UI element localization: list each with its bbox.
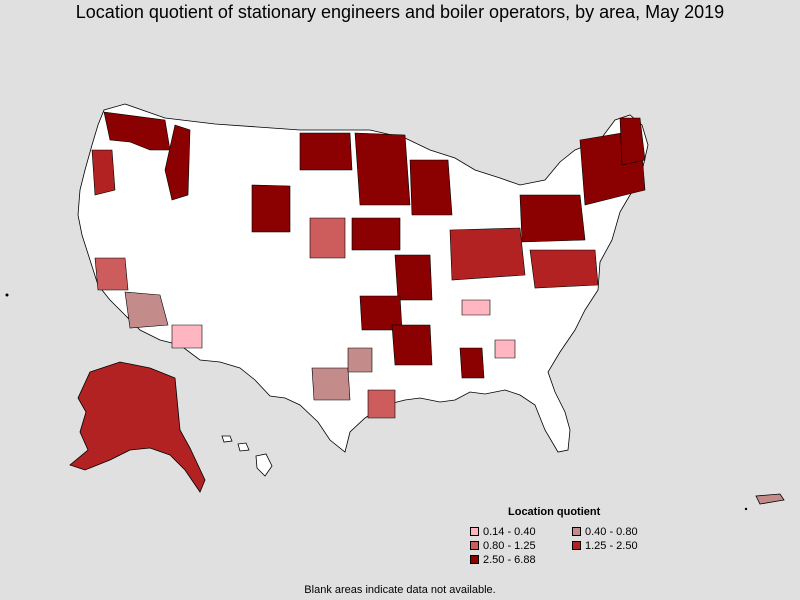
legend-title: Location quotient (508, 506, 601, 518)
region-iowa (351, 217, 401, 251)
legend-swatch (470, 541, 479, 550)
legend-label: 2.50 - 6.88 (483, 553, 536, 566)
region-mississippi (391, 324, 433, 366)
region-texas-gulf (367, 389, 396, 419)
legend-swatch (572, 541, 581, 550)
contiguous-us (77, 103, 649, 453)
footnote: Blank areas indicate data not available. (304, 584, 496, 596)
region-washington (103, 111, 171, 151)
island-dot (744, 507, 748, 511)
legend-label: 0.40 - 0.80 (585, 525, 638, 538)
region-alabama (459, 347, 485, 379)
legend-item: 1.25 - 2.50 (572, 539, 672, 552)
region-california (94, 257, 129, 291)
legend-swatch (470, 527, 479, 536)
region-south-arizona (171, 324, 203, 349)
legend-label: 1.25 - 2.50 (585, 539, 638, 552)
map-land (69, 103, 785, 505)
legend-item: 0.14 - 0.40 (470, 525, 572, 538)
alaska (69, 361, 206, 493)
hawaii (221, 435, 273, 477)
region-wyoming (251, 184, 291, 233)
puerto-rico (755, 493, 785, 505)
region-oregon-coast (91, 149, 116, 196)
legend: Location quotient 0.14 - 0.40 0.40 - 0.8… (470, 506, 670, 566)
region-ohio-valley (449, 227, 526, 281)
legend-item: 0.40 - 0.80 (572, 525, 672, 538)
legend-item: 0.80 - 1.25 (470, 539, 572, 552)
region-fills (91, 111, 646, 419)
legend-label: 0.80 - 1.25 (483, 539, 536, 552)
region-pennsylvania (519, 194, 586, 243)
region-minnesota (354, 132, 411, 206)
legend-label: 0.14 - 0.40 (483, 525, 536, 538)
map-title: Location quotient of stationary engineer… (75, 2, 725, 22)
legend-swatch (470, 555, 479, 564)
island-dot (5, 293, 9, 297)
region-texas (311, 367, 351, 401)
legend-item: 2.50 - 6.88 (470, 553, 572, 566)
region-louisiana (347, 347, 373, 373)
legend-grid: 0.14 - 0.40 0.40 - 0.80 0.80 - 1.25 1.25… (470, 525, 670, 566)
region-georgia (494, 339, 516, 359)
region-north-dakota (299, 132, 353, 171)
region-tennessee (461, 299, 491, 316)
region-idaho (164, 124, 191, 201)
island-markers (5, 293, 748, 511)
legend-swatch (572, 527, 581, 536)
region-kansas (309, 217, 346, 259)
region-virginia (529, 249, 599, 289)
region-missouri (394, 254, 433, 301)
region-wisconsin (409, 159, 453, 216)
region-arizona (124, 291, 169, 329)
region-maine (619, 117, 646, 166)
